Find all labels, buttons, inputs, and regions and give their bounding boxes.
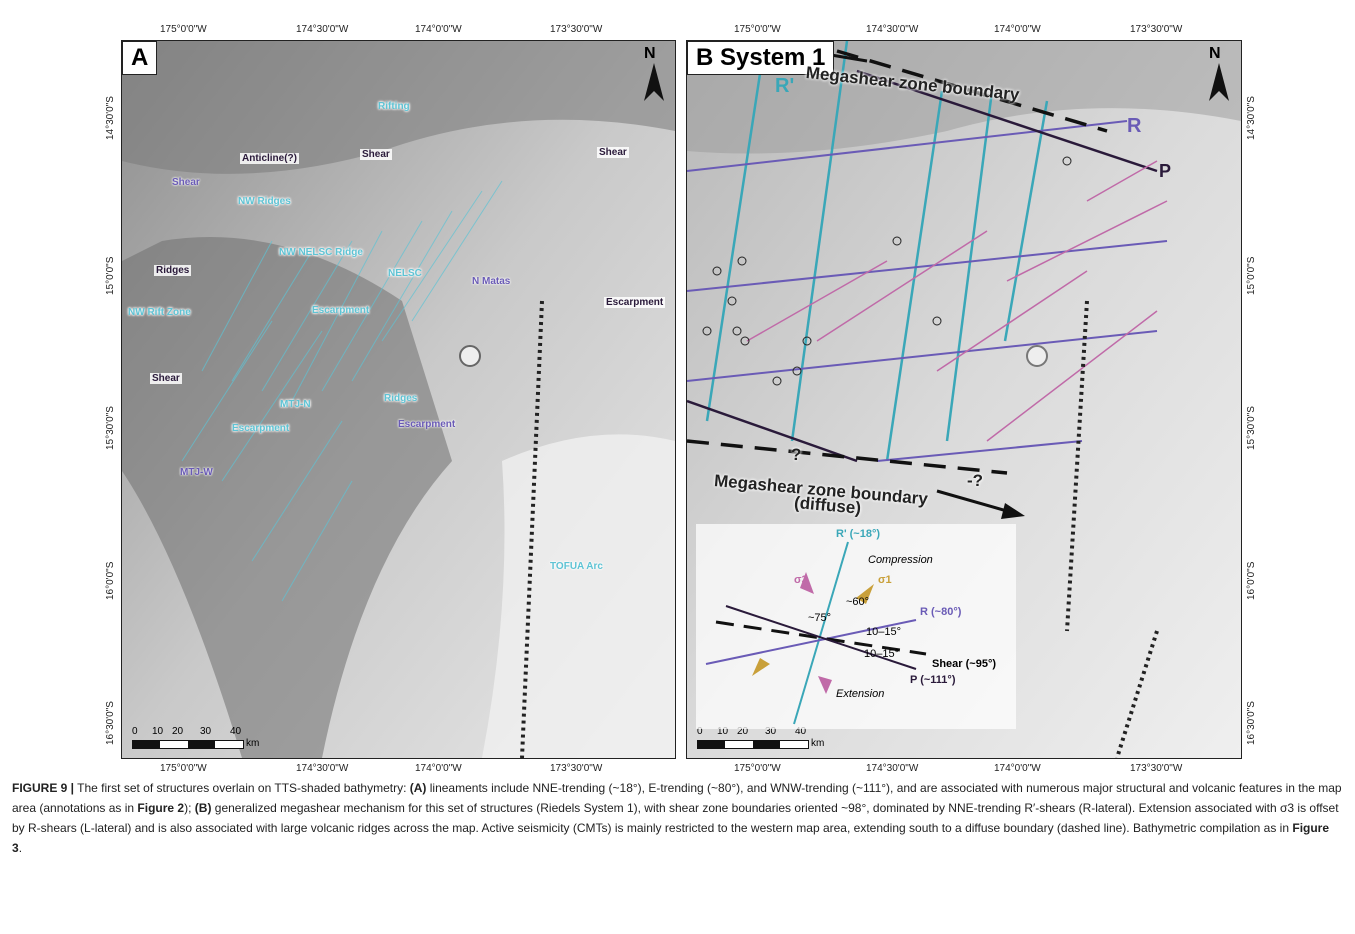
panel-b-top-tick: 174°30'0"W xyxy=(866,24,919,35)
inset-angle-10-15-a: 10–15° xyxy=(866,626,901,638)
label-shear-right: Shear xyxy=(597,147,629,158)
panel-b-top-tick: 173°30'0"W xyxy=(1130,24,1183,35)
label-r: R xyxy=(1127,115,1142,137)
label-p: P xyxy=(1159,161,1172,181)
panel-b-top-tick: 175°0'0"W xyxy=(734,24,781,35)
north-arrow-label: N xyxy=(1209,45,1221,62)
inset-sigma1: σ1 xyxy=(878,574,892,586)
scale-unit: km xyxy=(811,738,825,749)
panel-a-top-tick: 175°0'0"W xyxy=(160,24,207,35)
panel-a-left-tick: 14°30'0"S xyxy=(105,96,116,140)
inset-compression: Compression xyxy=(868,554,933,566)
inset-r-prime: R' (~18°) xyxy=(836,528,880,540)
label-escarpment-lower2: Escarpment xyxy=(398,419,456,430)
caption-ref: (B) xyxy=(194,801,212,815)
caption-ref: Figure 3 xyxy=(12,821,1330,855)
caption-text: lineaments include NNE-trending (~18°), … xyxy=(12,781,1342,815)
figure-caption: FIGURE 9 | The first set of structures o… xyxy=(12,778,1342,858)
label-shear-lower: Shear xyxy=(150,373,182,384)
label-escarpment-right: Escarpment xyxy=(604,297,666,308)
caption-ref: (A) xyxy=(409,781,427,795)
label-ridges-lower: Ridges xyxy=(384,393,418,404)
inset-angle-10-15-b: 10–15° xyxy=(864,648,899,660)
label-anticline: Anticline(?) xyxy=(240,153,299,164)
north-arrow-icon xyxy=(644,63,664,101)
label-nw-nelsc-ridge: NW NELSC Ridge xyxy=(279,247,363,258)
label-escarpment-lower: Escarpment xyxy=(232,423,290,434)
label-nw-ridges: NW Ridges xyxy=(238,196,291,207)
inset-angle-60: ~60° xyxy=(846,596,870,608)
north-arrow-icon xyxy=(1209,63,1229,101)
panel-a-left-tick: 15°0'0"S xyxy=(105,256,116,295)
panel-b-title: B System 1 xyxy=(687,41,835,75)
panel-b-right-tick: 16°0'0"S xyxy=(1246,561,1257,600)
panel-b-bottom-tick: 175°0'0"W xyxy=(734,763,781,774)
scale-num: 40 xyxy=(230,726,242,737)
inset-angle-75: ~75° xyxy=(808,612,832,624)
panel-b-top-tick: 174°0'0"W xyxy=(994,24,1041,35)
panel-a-bottom-tick: 175°0'0"W xyxy=(160,763,207,774)
panel-a-bottom-tick: 173°30'0"W xyxy=(550,763,603,774)
scale-num: 40 xyxy=(795,726,807,737)
label-nw-rift-zone: NW Rift Zone xyxy=(128,307,191,318)
scale-num: 20 xyxy=(172,726,184,737)
label-ridges-top: Ridges xyxy=(154,265,192,276)
panel-a-top-tick: 174°30'0"W xyxy=(296,24,349,35)
panel-a-left-tick: 16°0'0"S xyxy=(105,561,116,600)
panel-a-bottom-tick: 174°30'0"W xyxy=(296,763,349,774)
riedel-inset-diagram: R' (~18°) Compression σ3 σ1 ~60° ~75° R … xyxy=(696,524,1016,729)
scale-unit: km xyxy=(246,738,260,749)
scale-num: 10 xyxy=(152,726,164,737)
panel-a-left-tick: 15°30'0"S xyxy=(105,406,116,450)
caption-ref: Figure 2 xyxy=(137,801,185,815)
caption-text: . xyxy=(18,841,23,855)
label-mtj-w: MTJ-W xyxy=(180,467,213,478)
scale-num: 20 xyxy=(737,726,749,737)
label-n-matas: N Matas xyxy=(472,276,511,287)
scale-num: 0 xyxy=(697,726,703,737)
inset-sigma3: σ3 xyxy=(794,574,808,586)
panel-b-bottom-tick: 174°30'0"W xyxy=(866,763,919,774)
panel-a-top-tick: 173°30'0"W xyxy=(550,24,603,35)
panel-b-bottom-tick: 173°30'0"W xyxy=(1130,763,1183,774)
label-r-prime: R' xyxy=(775,75,795,97)
label-mtj-n: MTJ-N xyxy=(280,399,311,410)
inset-r: R (~80°) xyxy=(920,606,962,618)
caption-figure-label: FIGURE 9 | xyxy=(12,781,75,795)
caption-text: The first set of structures overlain on … xyxy=(74,781,410,795)
label-shear-left: Shear xyxy=(172,177,200,188)
panel-b-bottom-tick: 174°0'0"W xyxy=(994,763,1041,774)
inset-shear: Shear (~95°) xyxy=(932,658,997,670)
panel-b-right-tick: 16°30'0"S xyxy=(1246,701,1257,745)
panel-a-left-tick: 16°30'0"S xyxy=(105,701,116,745)
panel-b-right-tick: 14°30'0"S xyxy=(1246,96,1257,140)
caption-text: generalized megashear mechanism for this… xyxy=(12,801,1339,835)
label-shear-center: Shear xyxy=(360,149,392,160)
riedel-diagram-lines xyxy=(705,541,927,725)
caption-text: ); xyxy=(184,801,195,815)
north-arrow-label: N xyxy=(644,45,656,62)
inset-extension: Extension xyxy=(836,688,885,700)
label-rifting: Rifting xyxy=(378,101,410,112)
panel-a-bottom-tick: 174°0'0"W xyxy=(415,763,462,774)
panel-b-right-tick: 15°0'0"S xyxy=(1246,256,1257,295)
scale-num: 30 xyxy=(765,726,777,737)
label-question-2: -? xyxy=(967,471,984,490)
panel-b-right-tick: 15°30'0"S xyxy=(1246,406,1257,450)
scale-num: 30 xyxy=(200,726,212,737)
scale-num: 10 xyxy=(717,726,729,737)
label-question-1: ? xyxy=(791,445,802,464)
panel-a-top-tick: 174°0'0"W xyxy=(415,24,462,35)
inset-p: P (~111°) xyxy=(910,674,956,686)
panel-a-letter: A xyxy=(122,41,158,75)
scale-num: 0 xyxy=(132,726,138,737)
panel-a-map: A N Rifting Anticline(?) Shear Shear She… xyxy=(121,40,676,759)
label-nelsc: NELSC xyxy=(388,268,422,279)
panel-a-bathymetry xyxy=(122,41,675,758)
label-tofua-arc: TOFUA Arc xyxy=(550,561,603,572)
label-escarpment-center: Escarpment xyxy=(312,305,370,316)
